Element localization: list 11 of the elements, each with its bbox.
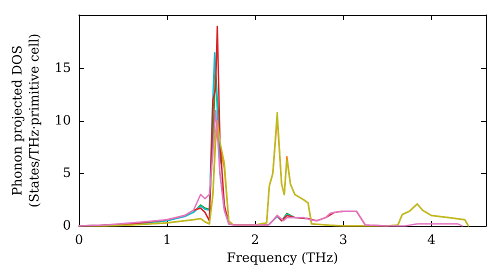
y-tick-label: 15	[54, 61, 71, 76]
x-tick-label: 4	[427, 233, 436, 248]
x-tick-label: 2	[251, 233, 260, 248]
x-tick-label: 1	[162, 233, 172, 248]
x-tick-label: 0	[74, 233, 84, 248]
y-tick-label: 0	[62, 218, 71, 234]
y-tick-label: 5	[62, 166, 71, 182]
x-axis-title: Frequency (THz)	[226, 250, 338, 266]
y-tick-label: 10	[54, 114, 71, 129]
y-axis-title: Phonon projected DOS (States/THz·primitive cell)	[10, 33, 43, 208]
x-tick-label: 3	[339, 233, 348, 248]
